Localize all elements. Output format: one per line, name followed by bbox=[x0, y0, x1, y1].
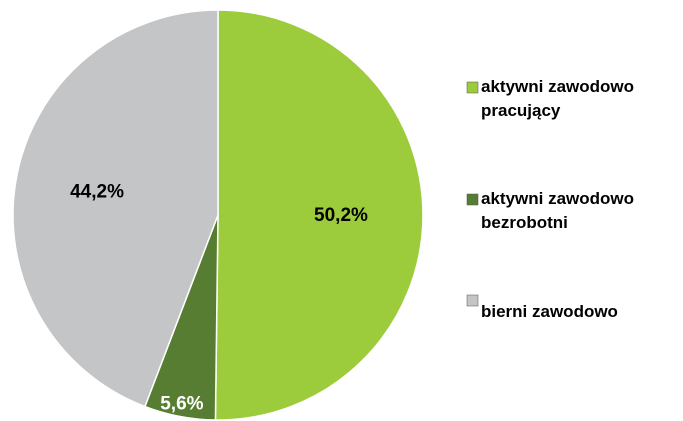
data-label: 44,2% bbox=[70, 182, 124, 203]
legend-swatch bbox=[466, 193, 479, 206]
legend-label: bierni zawodowo bbox=[481, 302, 618, 321]
data-label: 50,2% bbox=[314, 205, 368, 226]
pie-slice bbox=[12, 9, 219, 408]
legend-line: aktywni zawodowo bbox=[481, 77, 639, 96]
legend-swatch bbox=[466, 294, 479, 307]
legend-line: pracujący bbox=[481, 101, 561, 120]
pie-slice bbox=[214, 9, 424, 421]
legend-label: aktywni zawodowo bezrobotni bbox=[481, 189, 639, 232]
legend-line: bierni zawodowo bbox=[481, 302, 618, 321]
data-label: 5,6% bbox=[160, 393, 203, 414]
legend-label: aktywni zawodowo pracujący bbox=[481, 77, 639, 120]
legend-swatch bbox=[466, 81, 479, 94]
legend-line: bezrobotni bbox=[481, 213, 568, 232]
legend-line: aktywni zawodowo bbox=[481, 189, 639, 208]
